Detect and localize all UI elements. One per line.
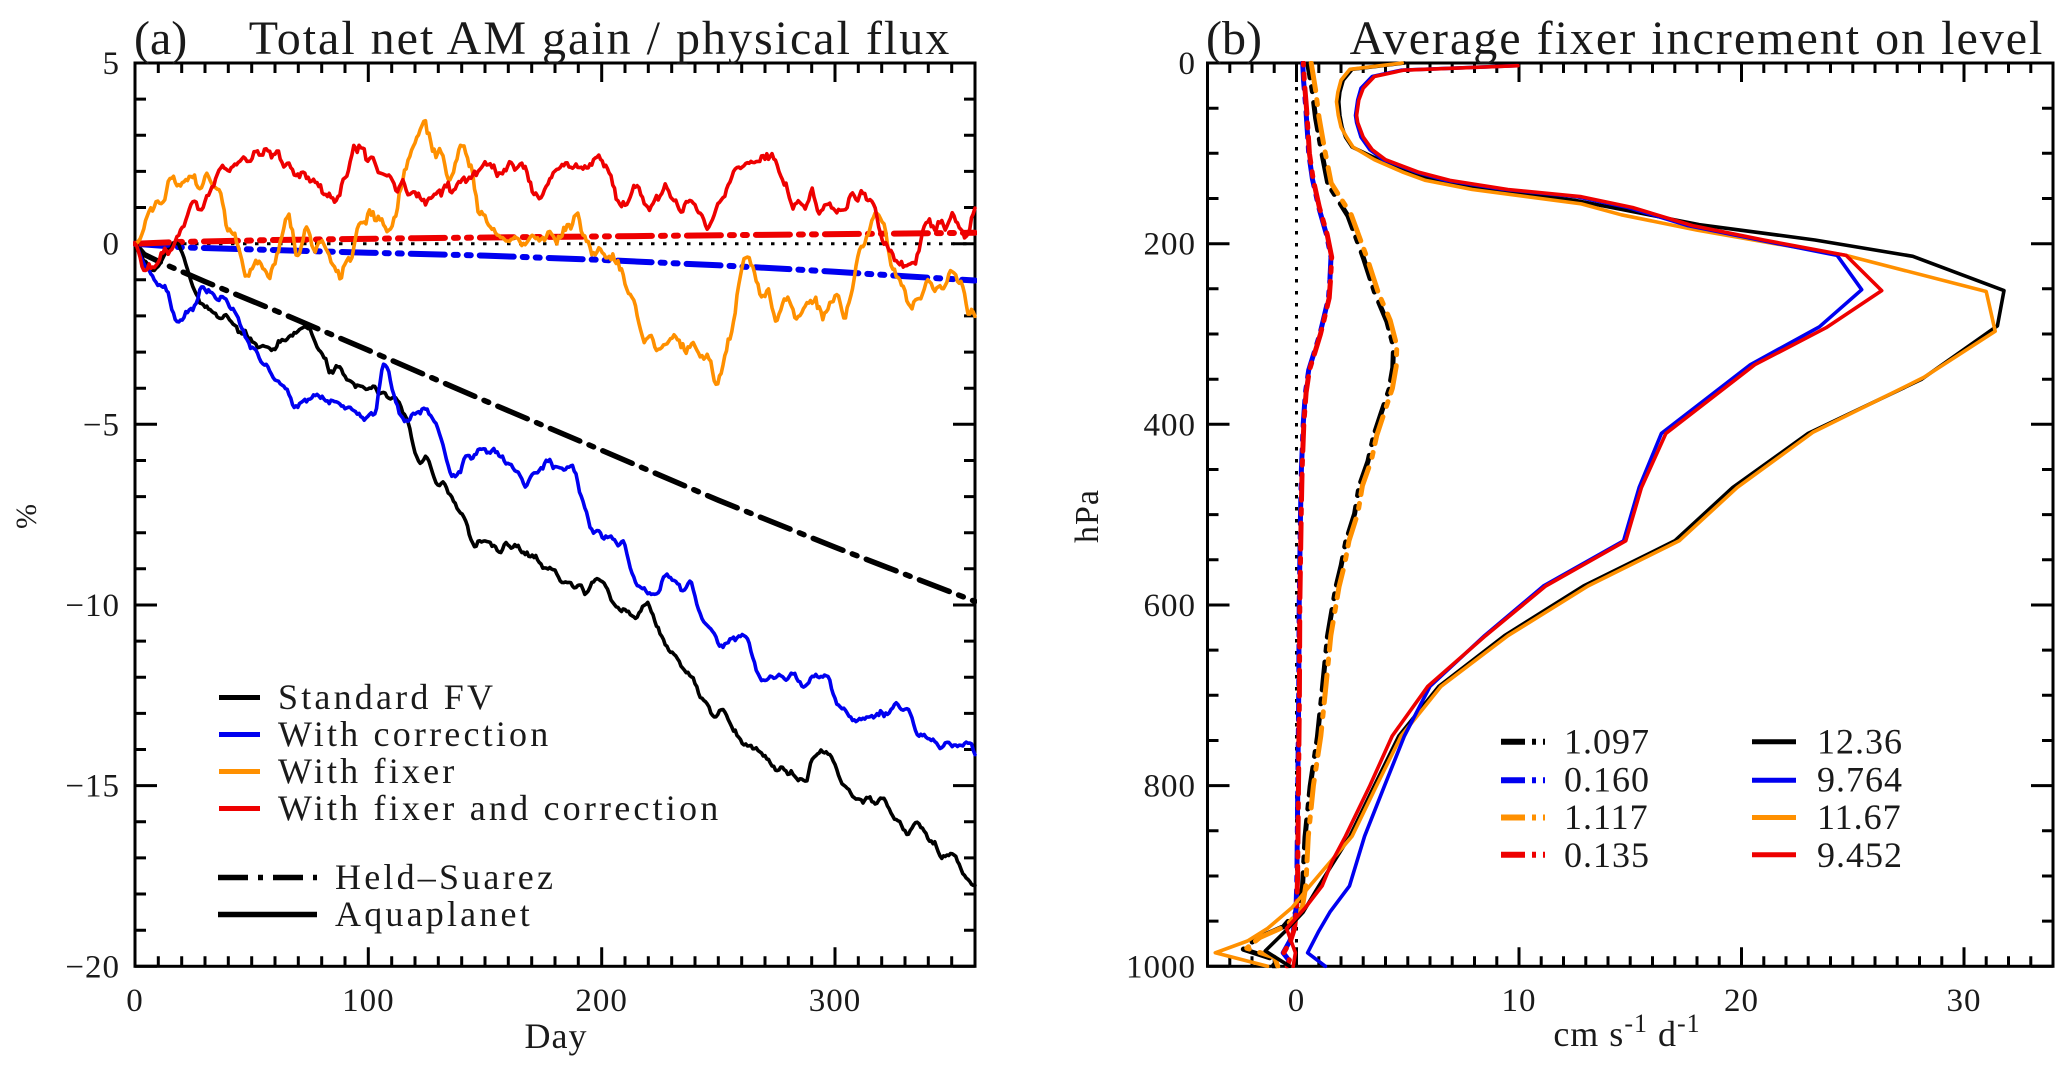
svg-text:Held–Suarez: Held–Suarez xyxy=(335,857,556,897)
svg-text:9.764: 9.764 xyxy=(1817,759,1903,799)
svg-text:400: 400 xyxy=(1144,407,1197,443)
svg-text:1.097: 1.097 xyxy=(1564,722,1650,762)
svg-text:With correction: With correction xyxy=(278,714,551,754)
svg-text:100: 100 xyxy=(342,983,395,1019)
svg-text:−15: −15 xyxy=(65,769,120,805)
svg-text:Day: Day xyxy=(525,1016,588,1056)
svg-text:With fixer: With fixer xyxy=(278,751,458,791)
svg-text:5: 5 xyxy=(103,46,121,82)
svg-text:1.117: 1.117 xyxy=(1564,797,1649,837)
svg-text:Total net AM gain / physical f: Total net AM gain / physical flux xyxy=(249,12,952,65)
svg-text:30: 30 xyxy=(1947,983,1982,1019)
svg-text:9.452: 9.452 xyxy=(1817,835,1903,875)
svg-text:Average fixer increment on lev: Average fixer increment on level xyxy=(1350,12,2045,65)
svg-text:1000: 1000 xyxy=(1126,949,1196,985)
svg-text:−20: −20 xyxy=(65,949,120,985)
svg-text:(b): (b) xyxy=(1206,12,1262,65)
svg-text:Standard FV: Standard FV xyxy=(278,677,496,717)
svg-text:0: 0 xyxy=(126,983,144,1019)
svg-text:−10: −10 xyxy=(65,588,120,624)
svg-text:%: % xyxy=(10,503,43,529)
svg-text:800: 800 xyxy=(1144,769,1197,805)
svg-text:0.135: 0.135 xyxy=(1564,835,1650,875)
svg-text:0.160: 0.160 xyxy=(1564,759,1650,799)
svg-text:300: 300 xyxy=(809,983,862,1019)
svg-text:20: 20 xyxy=(1724,983,1759,1019)
svg-text:0: 0 xyxy=(1179,46,1197,82)
svg-text:0: 0 xyxy=(1288,983,1306,1019)
svg-text:11.67: 11.67 xyxy=(1817,797,1902,837)
svg-text:(a): (a) xyxy=(134,12,187,65)
svg-text:12.36: 12.36 xyxy=(1817,722,1903,762)
svg-text:−5: −5 xyxy=(83,407,120,443)
svg-text:600: 600 xyxy=(1144,588,1197,624)
svg-text:Aquaplanet: Aquaplanet xyxy=(335,894,533,934)
svg-text:0: 0 xyxy=(103,227,121,263)
svg-text:200: 200 xyxy=(1144,227,1197,263)
svg-text:hPa: hPa xyxy=(1069,489,1106,543)
svg-text:10: 10 xyxy=(1502,983,1537,1019)
svg-text:200: 200 xyxy=(575,983,628,1019)
svg-text:With fixer and correction: With fixer and correction xyxy=(278,788,721,828)
